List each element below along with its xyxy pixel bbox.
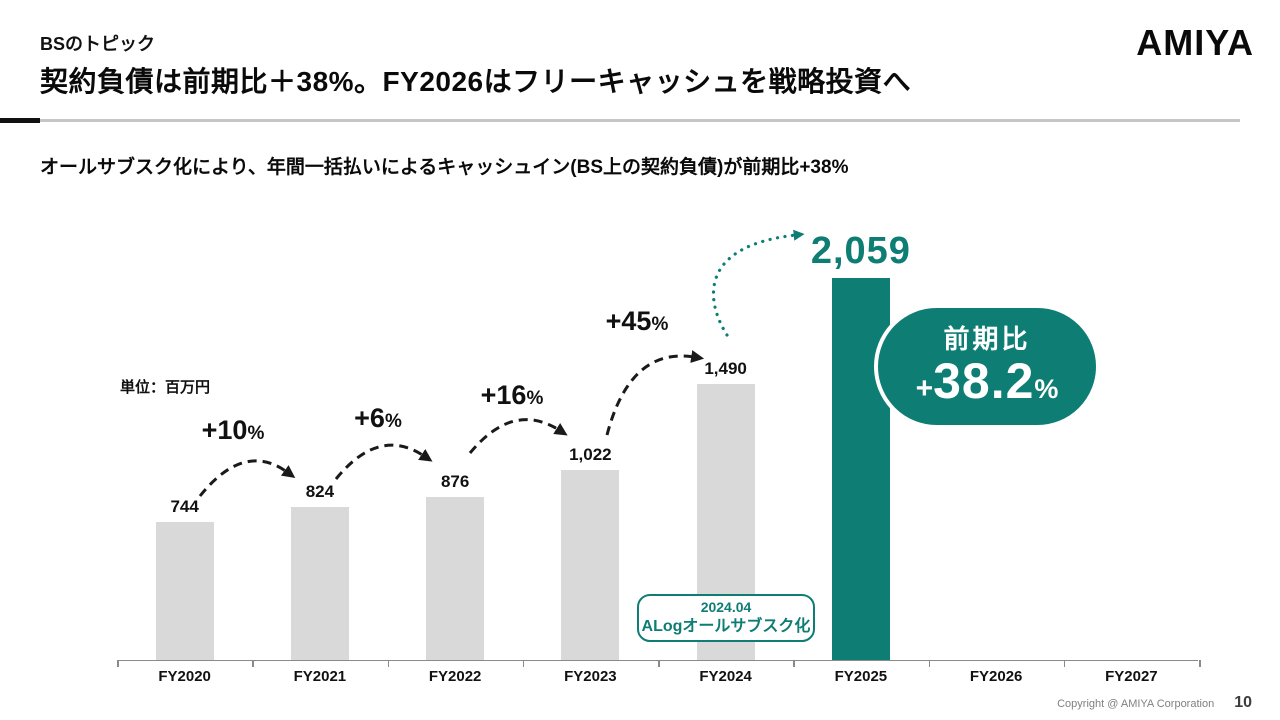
x-axis-label-fy2027: FY2027	[1105, 668, 1158, 685]
title-divider	[40, 119, 1240, 122]
value-label-fy2021: 824	[305, 482, 335, 501]
growth-label-fy2022: +6%	[323, 403, 433, 434]
yoy-badge-value: +38.2%	[916, 355, 1059, 408]
percent-sign: %	[247, 423, 265, 444]
footer: Copyright @ AMIYA Corporation 10	[1057, 694, 1252, 712]
axis-tick	[117, 660, 119, 667]
value-label-fy2022: 876	[440, 472, 470, 491]
bar-fy2020	[155, 522, 214, 660]
axis-tick	[387, 660, 389, 667]
axis-tick	[658, 660, 660, 667]
x-axis-label-fy2023: FY2023	[564, 668, 617, 685]
amiya-logo: AMIYA	[1136, 22, 1254, 63]
divider-accent-segment	[0, 118, 40, 123]
axis-tick	[1063, 660, 1066, 667]
percent-sign: %	[384, 411, 402, 432]
x-axis-label-fy2026: FY2026	[969, 668, 1023, 685]
x-axis-label-fy2024: FY2024	[699, 668, 752, 685]
axis-tick	[1199, 660, 1201, 667]
axis-tick	[928, 660, 930, 667]
growth-label-fy2021: +10%	[178, 415, 288, 446]
subscription-callout-box: 2024.04 ALogオールサブスク化	[637, 594, 815, 642]
yoy-badge-title: 前期比	[943, 324, 1031, 355]
x-axis-label-fy2022: FY2022	[428, 668, 482, 685]
plus-sign: +	[915, 372, 934, 406]
value-label-fy2025: 2,059	[810, 230, 911, 272]
growth-value: +10	[201, 415, 248, 445]
growth-label-fy2024: +45%	[582, 306, 692, 337]
percent-sign: %	[651, 314, 669, 335]
x-axis-line	[117, 660, 1198, 661]
growth-value: +45	[605, 306, 652, 336]
axis-tick	[252, 660, 254, 667]
unit-label: 単位：百万円	[120, 379, 211, 396]
yoy-number: 38.2	[933, 353, 1035, 410]
bar-fy2023	[561, 470, 620, 660]
axis-tick	[793, 660, 795, 667]
growth-label-fy2023: +16%	[457, 380, 567, 411]
x-axis-label-fy2025: FY2025	[834, 668, 888, 685]
growth-value: +6	[354, 403, 385, 433]
value-label-fy2020: 744	[170, 497, 199, 516]
percent-sign: %	[526, 388, 544, 409]
slide-eyebrow: BSのトピック	[40, 34, 156, 54]
page-title: 契約負債は前期比＋38%。FY2026はフリーキャッシュを戦略投資へ	[40, 66, 912, 97]
callout-date: 2024.04	[700, 599, 752, 616]
growth-value: +16	[480, 380, 527, 410]
x-axis-label-fy2020: FY2020	[158, 668, 211, 685]
x-axis-label-fy2021: FY2021	[293, 668, 347, 685]
copyright-text: Copyright @ AMIYA Corporation	[1057, 698, 1215, 710]
bar-fy2022	[426, 497, 485, 660]
callout-text: ALogオールサブスク化	[641, 617, 811, 635]
bar-fy2021	[290, 507, 349, 660]
axis-tick	[522, 660, 525, 667]
page-number: 10	[1234, 694, 1252, 711]
percent-sign: %	[1034, 374, 1059, 405]
value-label-fy2023: 1,022	[569, 445, 612, 464]
value-label-fy2024: 1,490	[704, 359, 747, 378]
yoy-badge: 前期比 +38.2%	[874, 304, 1100, 429]
slide-subtitle: オールサブスク化により、年間一括払いによるキャッシュイン(BS上の契約負債)が前…	[40, 157, 849, 178]
